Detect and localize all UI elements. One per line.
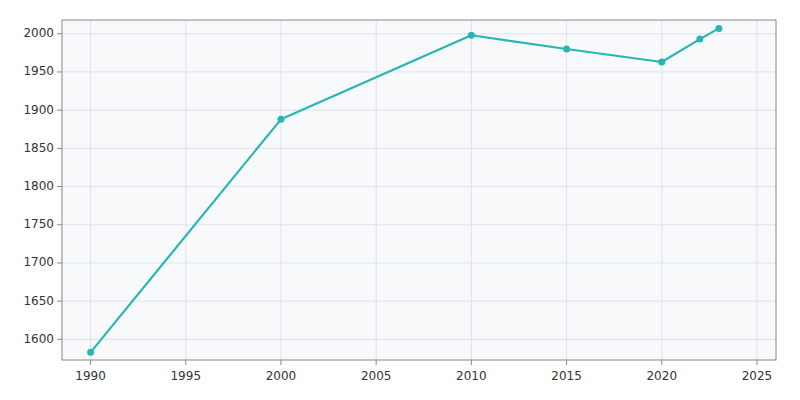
series: [87, 25, 722, 356]
y-tick-label: 1750: [23, 217, 54, 231]
point: [715, 25, 722, 32]
y-grid-line: [62, 71, 776, 72]
axes: 1600 1650 1700 1750 1800 1850 1900 1950 2000 1990…: [23, 20, 776, 383]
x-tick-label: 2015: [551, 369, 582, 383]
x-tick: [566, 360, 567, 365]
y-tick: [57, 262, 62, 263]
x-grid-line: [471, 20, 472, 360]
plot-frame: [62, 20, 776, 360]
point: [87, 349, 94, 356]
point: [696, 36, 703, 43]
y-tick-label: 1900: [23, 103, 54, 117]
y-tick: [57, 224, 62, 225]
y-tick: [57, 110, 62, 111]
x-tick: [376, 360, 377, 365]
chart-container: 1600 1650 1700 1750 1800 1850 1900 1950 2000 1990…: [0, 0, 800, 400]
x-tick-label: 2025: [742, 369, 773, 383]
x-tick-label: 2000: [266, 369, 297, 383]
y-tick: [57, 33, 62, 34]
y-tick: [57, 301, 62, 302]
x-tick: [661, 360, 662, 365]
y-grid-line: [62, 262, 776, 263]
x-grid-line: [376, 20, 377, 360]
x-grid-line: [185, 20, 186, 360]
y-tick-label: 1950: [23, 64, 54, 78]
point: [468, 32, 475, 39]
x-tick-label: 2010: [456, 369, 487, 383]
x-grid-line: [661, 20, 662, 360]
x-grid-line: [280, 20, 281, 360]
point: [563, 46, 570, 53]
x-grid-line: [90, 20, 91, 360]
grid: [62, 20, 776, 360]
x-tick: [756, 360, 757, 365]
y-grid-line: [62, 301, 776, 302]
y-grid-line: [62, 224, 776, 225]
y-tick: [57, 148, 62, 149]
point: [658, 59, 665, 66]
y-tick-label: 1650: [23, 294, 54, 308]
y-tick-label: 2000: [23, 26, 54, 40]
x-tick-label: 1990: [75, 369, 106, 383]
y-tick-label: 1850: [23, 141, 54, 155]
y-grid-line: [62, 148, 776, 149]
y-grid-line: [62, 186, 776, 187]
y-tick-label: 1600: [23, 332, 54, 346]
y-tick-label: 1800: [23, 179, 54, 193]
y-grid-line: [62, 110, 776, 111]
line: [91, 28, 719, 352]
x-tick: [185, 360, 186, 365]
y-tick: [57, 71, 62, 72]
chart-svg: 1600 1650 1700 1750 1800 1850 1900 1950 2000 1990…: [0, 0, 800, 400]
x-grid-line: [756, 20, 757, 360]
y-tick: [57, 339, 62, 340]
plot-background: [62, 20, 776, 360]
x-tick-label: 2020: [646, 369, 677, 383]
y-grid-line: [62, 339, 776, 340]
x-grid-line: [566, 20, 567, 360]
y-tick-label: 1700: [23, 255, 54, 269]
y-tick: [57, 186, 62, 187]
x-tick: [280, 360, 281, 365]
point: [277, 116, 284, 123]
x-tick: [471, 360, 472, 365]
x-tick-label: 1995: [170, 369, 201, 383]
x-tick-label: 2005: [361, 369, 392, 383]
x-tick: [90, 360, 91, 365]
y-grid-line: [62, 33, 776, 34]
